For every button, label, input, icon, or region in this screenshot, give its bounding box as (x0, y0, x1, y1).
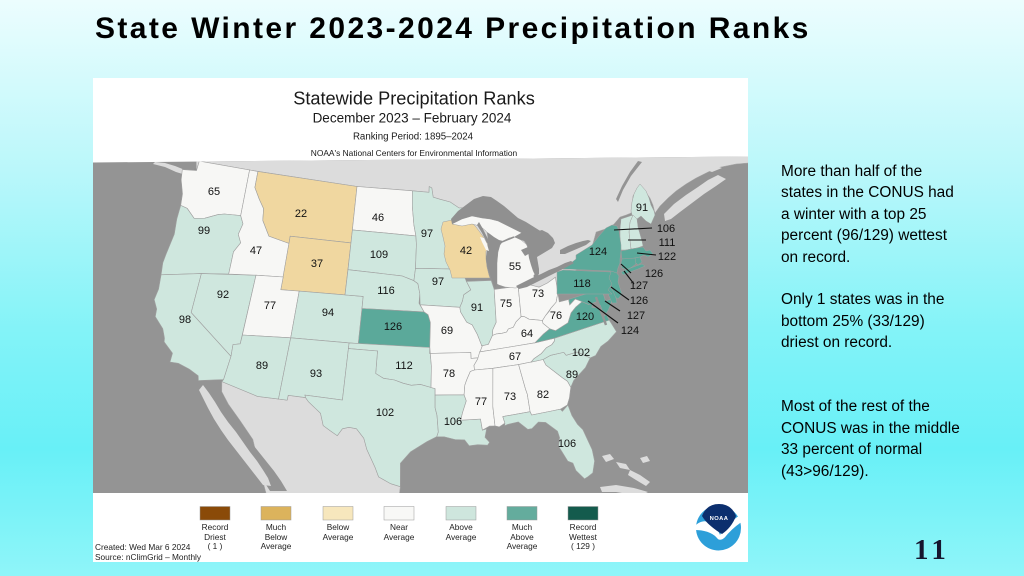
svg-text:69: 69 (441, 325, 453, 337)
svg-text:Record: Record (202, 522, 229, 532)
svg-text:78: 78 (443, 368, 455, 380)
svg-text:89: 89 (566, 369, 578, 381)
svg-text:127: 127 (627, 310, 645, 322)
svg-text:99: 99 (198, 225, 210, 237)
svg-text:37: 37 (311, 258, 323, 270)
svg-text:76: 76 (550, 310, 562, 322)
svg-text:118: 118 (573, 278, 591, 290)
svg-text:42: 42 (460, 245, 472, 257)
svg-text:Source: nClimGrid – Monthly: Source: nClimGrid – Monthly (95, 552, 202, 562)
svg-text:82: 82 (537, 389, 549, 401)
svg-text:73: 73 (504, 391, 516, 403)
svg-text:111: 111 (659, 237, 676, 249)
svg-text:98: 98 (179, 314, 191, 326)
svg-text:106: 106 (657, 223, 675, 235)
svg-text:Created: Wed Mar 6 2024: Created: Wed Mar 6 2024 (95, 542, 191, 552)
svg-text:102: 102 (376, 407, 394, 419)
svg-text:Wettest: Wettest (569, 532, 598, 542)
svg-text:89: 89 (256, 360, 268, 372)
svg-text:Much: Much (266, 522, 287, 532)
svg-text:124: 124 (589, 246, 607, 258)
svg-text:112: 112 (395, 360, 413, 372)
svg-text:93: 93 (310, 368, 322, 380)
svg-text:Above: Above (449, 522, 473, 532)
svg-text:91: 91 (636, 202, 648, 214)
svg-text:NOAA's National Centers for En: NOAA's National Centers for Environmenta… (311, 148, 518, 158)
svg-text:91: 91 (471, 302, 483, 314)
svg-text:102: 102 (572, 347, 590, 359)
svg-text:46: 46 (372, 212, 384, 224)
svg-text:97: 97 (432, 276, 444, 288)
svg-text:64: 64 (521, 328, 533, 340)
svg-text:Driest: Driest (204, 532, 226, 542)
svg-text:75: 75 (500, 298, 512, 310)
svg-text:92: 92 (217, 289, 229, 301)
svg-text:Average: Average (507, 541, 538, 551)
svg-text:77: 77 (264, 300, 276, 312)
svg-text:106: 106 (444, 416, 462, 428)
svg-text:Average: Average (446, 532, 477, 542)
svg-text:126: 126 (384, 321, 402, 333)
svg-text:97: 97 (421, 228, 433, 240)
svg-text:126: 126 (630, 295, 648, 307)
svg-text:Statewide Precipitation Ranks: Statewide Precipitation Ranks (293, 89, 535, 109)
svg-text:Below: Below (327, 522, 351, 532)
svg-text:67: 67 (509, 351, 521, 363)
svg-text:Ranking Period: 1895–2024: Ranking Period: 1895–2024 (353, 132, 474, 143)
svg-text:47: 47 (250, 245, 262, 257)
svg-text:116: 116 (377, 285, 395, 297)
svg-text:Record: Record (570, 522, 597, 532)
svg-text:122: 122 (658, 251, 676, 263)
svg-text:NOAA: NOAA (710, 516, 729, 522)
svg-text:55: 55 (509, 261, 521, 273)
svg-text:124: 124 (621, 325, 639, 337)
svg-text:Near: Near (390, 522, 408, 532)
svg-text:Below: Below (265, 532, 289, 542)
svg-text:Above: Above (510, 532, 534, 542)
svg-text:22: 22 (295, 208, 307, 220)
svg-text:( 1 ): ( 1 ) (208, 541, 223, 551)
svg-text:106: 106 (558, 438, 576, 450)
svg-text:65: 65 (208, 186, 220, 198)
svg-text:Average: Average (384, 532, 415, 542)
svg-text:Average: Average (261, 541, 292, 551)
svg-text:December 2023 – February 2024: December 2023 – February 2024 (313, 111, 512, 126)
svg-text:127: 127 (630, 280, 648, 292)
svg-text:Average: Average (323, 532, 354, 542)
svg-text:109: 109 (370, 249, 388, 261)
svg-text:120: 120 (576, 311, 594, 323)
svg-text:77: 77 (475, 396, 487, 408)
svg-text:126: 126 (645, 268, 663, 280)
svg-text:( 129 ): ( 129 ) (571, 541, 595, 551)
svg-text:94: 94 (322, 307, 334, 319)
svg-text:73: 73 (532, 288, 544, 300)
svg-text:Much: Much (512, 522, 533, 532)
